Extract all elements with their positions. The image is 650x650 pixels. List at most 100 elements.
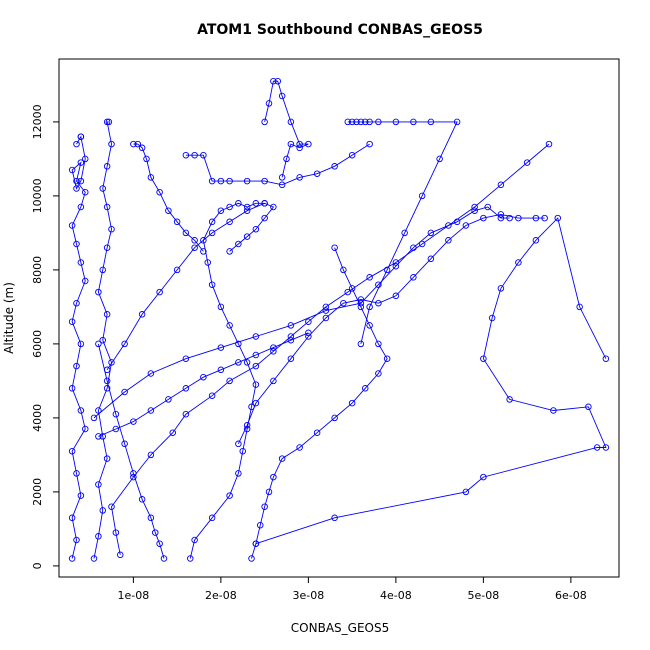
data-point bbox=[602, 444, 610, 451]
data-point bbox=[90, 414, 98, 422]
y-tick-label: 12000 bbox=[31, 104, 44, 139]
data-point bbox=[287, 118, 295, 126]
x-tick-label: 3e-08 bbox=[293, 589, 325, 602]
data-point bbox=[331, 244, 338, 251]
data-point bbox=[235, 240, 242, 248]
data-point bbox=[506, 396, 513, 403]
data-point bbox=[353, 118, 360, 126]
data-point bbox=[95, 407, 102, 414]
plot-frame bbox=[58, 58, 620, 578]
x-tick-label: 1e-08 bbox=[118, 589, 150, 602]
data-point bbox=[545, 140, 553, 148]
data-point bbox=[182, 410, 190, 418]
data-point bbox=[105, 118, 113, 126]
data-point bbox=[453, 218, 461, 226]
data-point bbox=[331, 414, 338, 422]
data-point bbox=[226, 177, 233, 185]
data-point bbox=[95, 433, 102, 440]
data-point bbox=[576, 303, 583, 311]
data-point bbox=[77, 340, 85, 348]
y-tick-label: 0 bbox=[31, 562, 44, 569]
data-point bbox=[156, 188, 163, 196]
series-0 bbox=[68, 133, 89, 562]
data-point bbox=[81, 155, 89, 163]
data-point bbox=[191, 151, 198, 159]
data-point bbox=[322, 303, 330, 311]
data-point bbox=[235, 359, 242, 366]
data-point bbox=[593, 444, 601, 451]
data-point bbox=[305, 333, 312, 340]
data-point bbox=[375, 340, 382, 348]
data-point bbox=[99, 185, 106, 192]
data-point bbox=[270, 344, 277, 351]
data-point bbox=[357, 299, 365, 307]
y-tick-label: 10000 bbox=[31, 178, 44, 213]
data-point bbox=[252, 333, 260, 340]
series-line bbox=[97, 343, 165, 559]
data-point bbox=[147, 407, 155, 414]
data-point bbox=[138, 496, 146, 503]
chart-title: ATOM1 Southbound CONBAS_GEOS5 bbox=[197, 22, 483, 38]
data-point bbox=[68, 222, 76, 229]
data-point bbox=[427, 118, 435, 126]
data-point bbox=[77, 259, 85, 266]
data-point bbox=[322, 307, 330, 314]
series-14 bbox=[95, 329, 312, 440]
data-point bbox=[366, 322, 373, 329]
data-point bbox=[287, 333, 295, 340]
data-point bbox=[375, 281, 382, 288]
data-point bbox=[243, 207, 251, 214]
data-point bbox=[532, 237, 540, 244]
data-point bbox=[453, 118, 461, 126]
data-point bbox=[480, 355, 487, 362]
data-point bbox=[252, 351, 260, 359]
data-point bbox=[208, 177, 216, 185]
data-point bbox=[200, 237, 207, 244]
data-point bbox=[226, 248, 233, 255]
series-line bbox=[255, 217, 607, 545]
data-point bbox=[348, 118, 356, 126]
data-point bbox=[112, 410, 120, 418]
data-point bbox=[445, 222, 452, 229]
data-point bbox=[484, 203, 492, 211]
data-point bbox=[348, 285, 356, 292]
data-point bbox=[418, 240, 426, 248]
data-point bbox=[73, 177, 80, 185]
data-point bbox=[348, 151, 356, 159]
data-point bbox=[401, 229, 408, 237]
series-1 bbox=[90, 118, 115, 562]
data-point bbox=[375, 118, 382, 126]
data-point bbox=[305, 140, 312, 148]
data-point bbox=[108, 359, 115, 366]
data-point bbox=[243, 359, 251, 366]
data-point bbox=[340, 266, 347, 274]
data-point bbox=[121, 340, 128, 348]
data-point bbox=[116, 551, 124, 559]
data-point bbox=[173, 266, 181, 274]
data-point bbox=[217, 344, 225, 351]
data-point bbox=[410, 274, 417, 281]
series-12 bbox=[90, 203, 513, 422]
data-point bbox=[112, 529, 120, 536]
x-tick-label: 5e-08 bbox=[468, 589, 500, 602]
data-point bbox=[257, 521, 264, 529]
data-point bbox=[73, 299, 80, 307]
data-point bbox=[165, 396, 172, 403]
data-point bbox=[278, 174, 286, 181]
data-point bbox=[235, 340, 242, 348]
data-point bbox=[191, 536, 198, 544]
data-point bbox=[147, 174, 155, 181]
data-point bbox=[383, 266, 391, 274]
series-6 bbox=[252, 214, 610, 547]
data-point bbox=[445, 237, 452, 244]
data-point bbox=[296, 444, 303, 451]
data-point bbox=[243, 422, 251, 429]
x-tick-label: 2e-08 bbox=[205, 589, 237, 602]
data-point bbox=[274, 77, 282, 85]
data-point bbox=[287, 336, 295, 344]
data-point bbox=[130, 140, 137, 148]
series-line bbox=[133, 143, 204, 252]
data-point bbox=[226, 377, 233, 385]
data-point bbox=[217, 366, 225, 374]
